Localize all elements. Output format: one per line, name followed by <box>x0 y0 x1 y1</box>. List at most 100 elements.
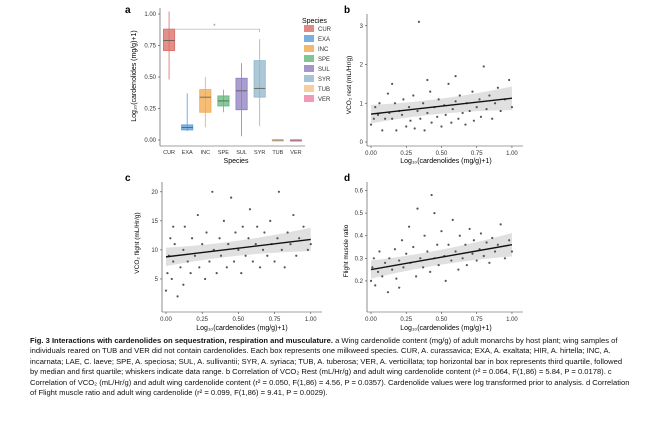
panel-d-data-point <box>464 243 467 246</box>
panel-d-data-point <box>400 239 404 242</box>
panel-b-data-point <box>413 127 416 130</box>
panel-b-data-point <box>381 129 384 132</box>
panel-b-data-point <box>426 78 429 82</box>
panel-a-y-tick-label: 0.50 <box>144 75 156 81</box>
panel-a-x-tick-label: SPE <box>218 150 229 156</box>
panel-d-data-point <box>479 232 483 235</box>
panel-b-data-point <box>400 113 404 116</box>
panel-a-legend-label: INC <box>318 47 329 53</box>
panel-a-box <box>199 89 212 113</box>
panel-c-x-tick-label: 1.00 <box>305 317 317 323</box>
panel-b-data-point <box>485 107 488 111</box>
panel-c-data-point <box>289 242 292 246</box>
panel-c-y-tick-label: 5 <box>155 277 159 283</box>
panel-c-x-tick-label: 0.00 <box>160 317 172 323</box>
panel-c-data-point <box>248 208 252 211</box>
panel-b-data-point <box>369 123 373 126</box>
panel-d-data-point <box>415 275 418 278</box>
panel-a-x-tick-label: EXA <box>182 150 193 156</box>
panel-d-data-point <box>395 277 398 280</box>
panel-b-data-point <box>475 106 478 109</box>
panel-d-data-point <box>508 239 511 242</box>
panel-b-scatter-plot: b VCO₂ rest (mL/Hr/g) Log₁₀(cardenolides… <box>344 5 523 165</box>
panel-c-data-point <box>173 242 176 246</box>
panel-d-data-point <box>412 245 415 249</box>
panel-b-data-point <box>417 20 421 23</box>
panel-b-data-point <box>372 117 375 120</box>
panel-c-data-point <box>283 266 286 269</box>
panel-c-data-point <box>164 289 168 292</box>
panel-a-y-tick-label: 0.00 <box>144 138 156 144</box>
panel-d-data-point <box>485 241 488 244</box>
panel-c-data-point <box>302 225 305 228</box>
panel-d-data-point <box>374 284 377 287</box>
panel-c-data-point <box>237 248 240 252</box>
panel-b-data-point <box>422 102 425 105</box>
panel-d-data-point <box>376 270 380 273</box>
panel-c-data-point <box>186 260 189 263</box>
panel-a-legend-swatch <box>304 85 314 92</box>
panel-d-data-point <box>369 279 373 282</box>
panel-c-data-point <box>306 248 309 252</box>
panel-d-data-point <box>475 259 478 262</box>
caption-title: Fig. 3 Interactions with cardenolides on… <box>30 336 333 345</box>
panel-b-data-point <box>405 125 408 128</box>
panel-a-legend: CUR EXA INC SPE SUL SYR TUB VER <box>304 25 332 103</box>
panel-a-legend-label: CUR <box>318 27 332 33</box>
panel-c-data-point <box>219 254 223 257</box>
panel-a-legend-title: Species <box>302 18 327 25</box>
panel-a-legend-label: VER <box>318 97 331 103</box>
panel-d-x-tick-label: 1.00 <box>506 317 518 323</box>
panel-a-box <box>253 60 266 98</box>
panel-c-plot-area: 0.00 0.25 0.50 0.75 1.00 5 10 15 20 <box>151 182 322 323</box>
panel-c-data-point <box>189 272 192 275</box>
panel-c-data-point <box>298 237 301 240</box>
panel-b-y-tick-label: 2 <box>360 63 364 69</box>
panel-c-x-tick-label: 0.50 <box>233 317 245 323</box>
panel-a-legend-label: SUL <box>318 67 330 73</box>
panel-a-box-plot: a Log₁₀(cardenolides (mg/g)+1) Species S… <box>125 5 332 165</box>
panel-c-data-point <box>295 254 298 257</box>
panel-c-data-point <box>190 237 194 240</box>
panel-d-data-point <box>402 266 405 269</box>
panel-d-data-point <box>496 243 499 246</box>
panel-c-data-point <box>276 237 279 240</box>
panel-b-data-point <box>376 113 380 116</box>
panel-c-x-tick-label: 0.75 <box>269 317 281 323</box>
panel-b-data-point <box>471 90 474 93</box>
panel-a-legend-label: SPE <box>318 57 330 63</box>
panel-a-legend-swatch <box>304 35 314 42</box>
panel-c-data-point <box>254 242 257 246</box>
panel-b-data-point <box>478 98 481 101</box>
panel-d-letter: d <box>344 173 350 184</box>
panel-b-data-point <box>454 75 457 78</box>
panel-d-data-point <box>405 252 408 255</box>
panel-d-y-tick-label: 0.3 <box>355 256 364 262</box>
panel-b-data-point <box>393 102 397 105</box>
panel-c-data-point <box>166 272 169 275</box>
panel-c-data-point <box>256 225 259 228</box>
panel-a-legend-label: TUB <box>318 87 330 93</box>
panel-b-data-point <box>383 117 387 120</box>
panel-d-y-tick-label: 0.5 <box>355 211 364 217</box>
panel-c-data-point <box>292 213 295 217</box>
panel-c-data-point <box>280 248 283 252</box>
panel-a-legend-swatch <box>304 65 314 72</box>
panel-b-data-point <box>496 86 499 89</box>
panel-d-data-point <box>393 248 397 251</box>
panel-c-data-point <box>241 225 244 228</box>
panel-d-x-tick-label: 0.25 <box>400 317 412 323</box>
panel-a-x-tick-label: SYR <box>254 150 265 156</box>
panel-c-trend-line <box>165 238 311 258</box>
panel-d-data-point <box>423 234 426 237</box>
panel-d-y-tick-label: 0.2 <box>355 279 364 285</box>
panel-d-y-tick-label: 0.6 <box>355 189 364 195</box>
panel-d-data-point <box>381 275 384 278</box>
panel-d-data-point <box>450 259 453 262</box>
panel-b-data-point <box>450 121 453 124</box>
panel-d-data-point <box>426 250 429 253</box>
panel-d-x-axis-label: Log₁₀(cardenolides (mg/g)+1) <box>400 325 491 332</box>
panel-c-data-point <box>215 272 218 275</box>
panel-c-data-point <box>269 219 272 222</box>
panel-a-x-axis-label: Species <box>224 158 249 165</box>
